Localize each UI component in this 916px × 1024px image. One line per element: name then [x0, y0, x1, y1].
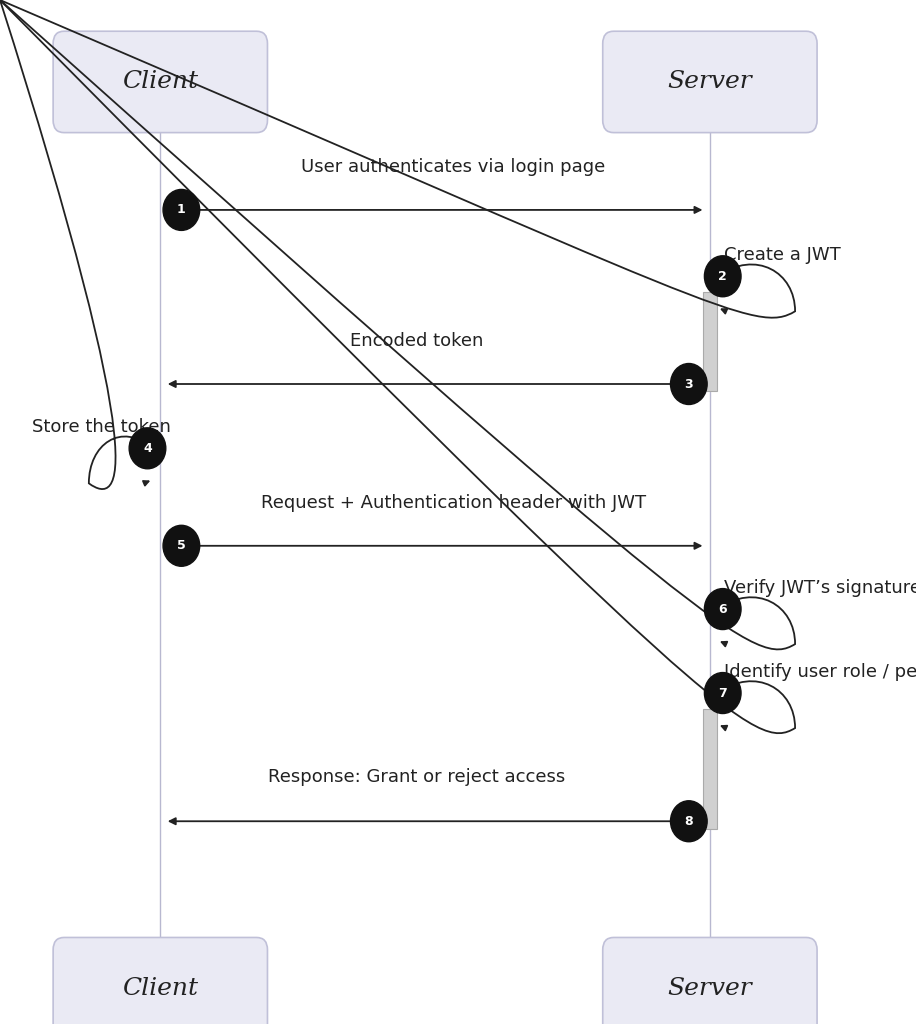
Circle shape	[671, 364, 707, 404]
Circle shape	[129, 428, 166, 469]
Text: 1: 1	[177, 204, 186, 216]
FancyBboxPatch shape	[53, 31, 267, 132]
Circle shape	[704, 589, 741, 630]
Text: User authenticates via login page: User authenticates via login page	[301, 158, 605, 176]
FancyBboxPatch shape	[603, 938, 817, 1024]
Text: Client: Client	[123, 977, 198, 999]
FancyBboxPatch shape	[703, 292, 717, 391]
Text: Client: Client	[123, 71, 198, 93]
Text: 8: 8	[684, 815, 693, 827]
Text: 3: 3	[684, 378, 693, 390]
Text: Create a JWT: Create a JWT	[724, 246, 840, 264]
Text: Encoded token: Encoded token	[350, 332, 484, 350]
FancyBboxPatch shape	[703, 709, 717, 829]
Text: Server: Server	[668, 71, 752, 93]
Text: 6: 6	[718, 602, 727, 615]
FancyBboxPatch shape	[53, 938, 267, 1024]
Text: 5: 5	[177, 540, 186, 552]
Text: Identify user role / permissions: Identify user role / permissions	[724, 663, 916, 681]
Circle shape	[163, 189, 200, 230]
Text: Store the token: Store the token	[32, 418, 171, 436]
Circle shape	[704, 673, 741, 714]
Text: Server: Server	[668, 977, 752, 999]
FancyBboxPatch shape	[603, 31, 817, 132]
Text: Request + Authentication header with JWT: Request + Authentication header with JWT	[261, 494, 646, 512]
Text: 7: 7	[718, 686, 727, 699]
Text: 4: 4	[143, 441, 152, 455]
Text: Response: Grant or reject access: Response: Grant or reject access	[268, 768, 565, 786]
Circle shape	[671, 801, 707, 842]
Circle shape	[163, 525, 200, 566]
Circle shape	[704, 256, 741, 297]
Text: 2: 2	[718, 269, 727, 283]
Text: Verify JWT’s signature: Verify JWT’s signature	[724, 579, 916, 597]
